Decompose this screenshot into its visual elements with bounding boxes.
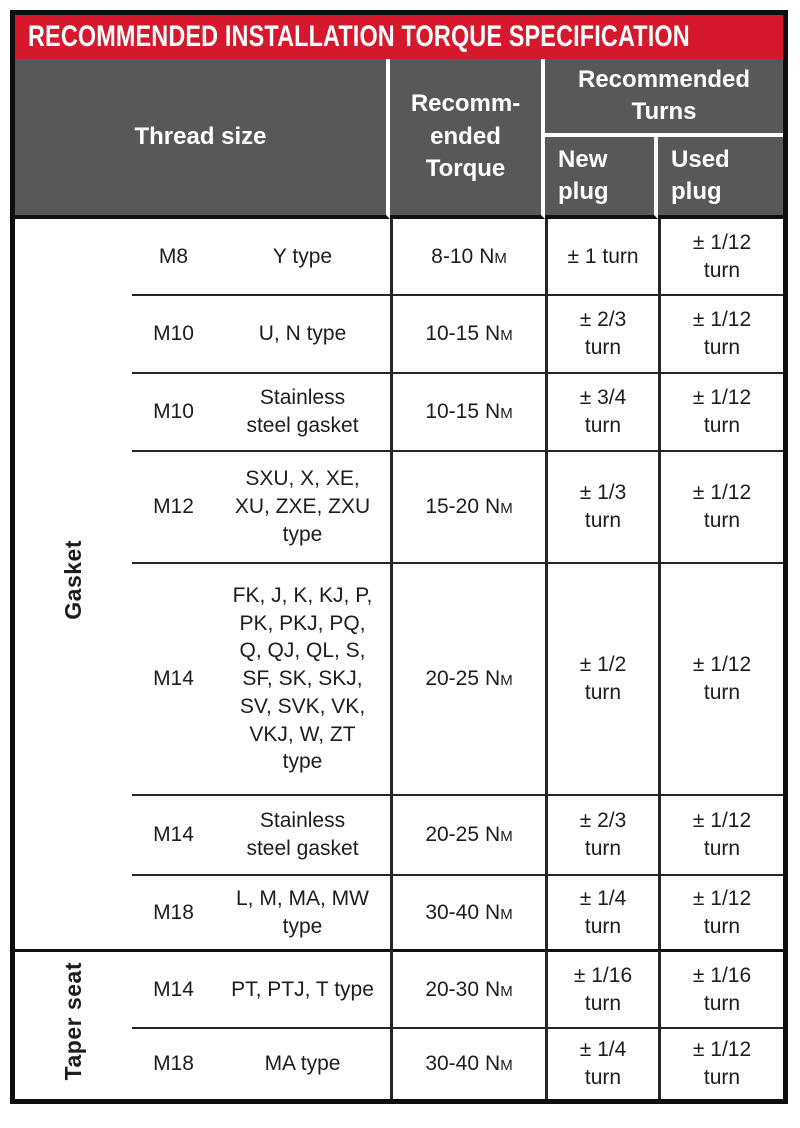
new-plug-turns-cell: ± 2/3 turn — [545, 794, 659, 874]
table-title: RECOMMENDED INSTALLATION TORQUE SPECIFIC… — [28, 20, 690, 53]
table-row: M12 SXU, X, XE, XU, ZXE, ZXU type 15-20 N… — [15, 450, 784, 562]
torque-unit: NM — [485, 322, 513, 346]
torque-cell: 30-40 NM — [390, 1027, 546, 1099]
thread-size-cell: M18 — [132, 874, 215, 949]
thread-size-cell: M10 — [132, 372, 215, 450]
table-title-bar: RECOMMENDED INSTALLATION TORQUE SPECIFIC… — [15, 15, 783, 59]
plug-type-cell: Y type — [215, 219, 391, 294]
group-label-gasket: Gasket — [15, 219, 132, 949]
recommended-turns-header: Recommended Turns — [545, 59, 784, 137]
new-plug-turns-cell: ± 1/4 turn — [545, 1027, 659, 1099]
table-row: M14 FK, J, K, KJ, P, PK, PKJ, PQ, Q, QJ,… — [15, 562, 784, 794]
new-plug-turns-cell: ± 1 turn — [545, 219, 659, 294]
table-row: M18 MA type 30-40 NM ± 1/4 turn ± 1/12 tu… — [15, 1027, 784, 1099]
torque-cell: 20-25 NM — [390, 562, 546, 794]
plug-type-cell: FK, J, K, KJ, P, PK, PKJ, PQ, Q, QJ, QL,… — [215, 562, 391, 794]
used-plug-turns-cell: ± 1/12 turn — [658, 219, 784, 294]
used-plug-turns-cell: ± 1/12 turn — [658, 450, 784, 562]
plug-type-cell: SXU, X, XE, XU, ZXE, ZXU type — [215, 450, 391, 562]
table-row: Gasket M8 Y type 8-10 NM ± 1 turn ± 1/12 … — [15, 219, 784, 949]
used-plug-turns-cell: ± 1/12 turn — [658, 874, 784, 949]
new-plug-turns-cell: ± 1/3 turn — [545, 450, 659, 562]
table-row: M10 Stainless steel gasket 10-15 NM ± 3/4… — [15, 372, 784, 450]
table-row: M14 Stainless steel gasket 20-25 NM ± 2/3… — [15, 794, 784, 874]
thread-size-header: Thread size — [15, 59, 391, 219]
spec-table: Thread size Recomm- ended Torque Recomme… — [15, 59, 784, 1099]
torque-unit: NM — [485, 667, 513, 691]
used-plug-turns-cell: ± 1/12 turn — [658, 1027, 784, 1099]
torque-unit: NM — [485, 400, 513, 424]
plug-type-cell: PT, PTJ, T type — [215, 949, 391, 1027]
used-plug-turns-cell: ± 1/12 turn — [658, 372, 784, 450]
plug-type-cell: Stainless steel gasket — [215, 372, 391, 450]
table-row: M18 L, M, MA, MW type 30-40 NM ± 1/4 turn… — [15, 874, 784, 949]
thread-size-cell: M8 — [132, 219, 215, 294]
torque-unit: NM — [485, 1052, 513, 1076]
torque-cell: 10-15 NM — [390, 372, 546, 450]
group-label-text: Taper seat — [60, 962, 87, 1081]
thread-size-cell: M14 — [132, 794, 215, 874]
thread-size-cell: M18 — [132, 1027, 215, 1099]
plug-type-cell: U, N type — [215, 294, 391, 372]
thread-size-cell: M12 — [132, 450, 215, 562]
new-plug-turns-cell: ± 1/2 turn — [545, 562, 659, 794]
torque-unit: NM — [485, 900, 513, 924]
new-plug-turns-cell: ± 3/4 turn — [545, 372, 659, 450]
new-plug-header: New plug — [545, 137, 659, 219]
torque-cell: 20-30 NM — [390, 949, 546, 1027]
torque-cell: 20-25 NM — [390, 794, 546, 874]
thread-size-cell: M14 — [132, 562, 215, 794]
torque-cell: 8-10 NM — [390, 219, 546, 294]
plug-type-cell: Stainless steel gasket — [215, 794, 391, 874]
group-label-text: Gasket — [60, 540, 87, 620]
new-plug-turns-cell: ± 2/3 turn — [545, 294, 659, 372]
table-row: M10 U, N type 10-15 NM ± 2/3 turn ± 1/12 … — [15, 294, 784, 372]
torque-unit: NM — [485, 977, 513, 1001]
table-row: Taper seat M14 PT, PTJ, T type 20-30 NM ±… — [15, 949, 784, 1099]
new-plug-turns-cell: ± 1/16 turn — [545, 949, 659, 1027]
thread-size-cell: M10 — [132, 294, 215, 372]
torque-unit: NM — [485, 823, 513, 847]
used-plug-turns-cell: ± 1/12 turn — [658, 294, 784, 372]
torque-unit: NM — [479, 244, 507, 268]
torque-cell: 10-15 NM — [390, 294, 546, 372]
group-label-taper-seat: Taper seat — [15, 949, 132, 1099]
used-plug-turns-cell: ± 1/12 turn — [658, 794, 784, 874]
torque-unit: NM — [485, 495, 513, 519]
torque-cell: 15-20 NM — [390, 450, 546, 562]
plug-type-cell: L, M, MA, MW type — [215, 874, 391, 949]
new-plug-turns-cell: ± 1/4 turn — [545, 874, 659, 949]
torque-spec-table: RECOMMENDED INSTALLATION TORQUE SPECIFIC… — [10, 10, 788, 1104]
plug-type-cell: MA type — [215, 1027, 391, 1099]
torque-cell: 30-40 NM — [390, 874, 546, 949]
recommended-torque-header: Recomm- ended Torque — [390, 59, 546, 219]
used-plug-header: Used plug — [658, 137, 784, 219]
used-plug-turns-cell: ± 1/16 turn — [658, 949, 784, 1027]
used-plug-turns-cell: ± 1/12 turn — [658, 562, 784, 794]
thread-size-cell: M14 — [132, 949, 215, 1027]
